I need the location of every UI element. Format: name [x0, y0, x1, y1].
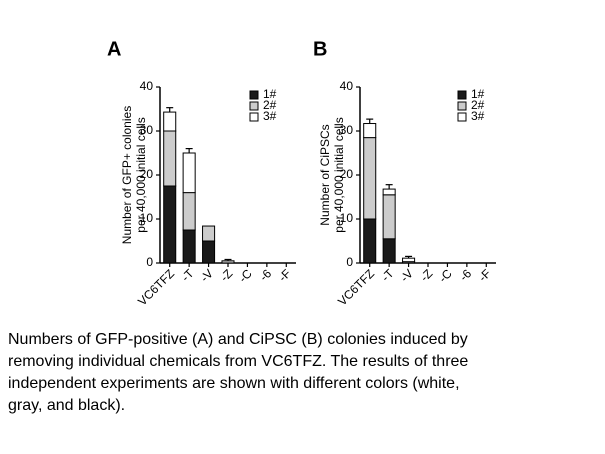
- bar-segment: [382, 188, 396, 196]
- bar-segment: [182, 152, 196, 194]
- bar-segment: [182, 192, 196, 231]
- y-axis-title: Number of GFP+ colonies: [120, 106, 134, 244]
- legend-label: 2#: [471, 98, 485, 112]
- y-axis-title: per 40,000 initial cells: [332, 117, 346, 232]
- legend-swatch: [457, 101, 467, 111]
- bar-segment: [221, 260, 235, 264]
- x-tick-label: -T: [379, 266, 397, 284]
- x-tick-label: VC6TFZ: [135, 266, 177, 308]
- x-tick-label: -6: [457, 266, 475, 284]
- y-tick-label: 0: [346, 255, 353, 269]
- legend-label: 3#: [471, 109, 485, 123]
- y-tick-label: 40: [340, 79, 354, 93]
- x-tick-label: -F: [276, 266, 294, 284]
- x-tick-label: -C: [436, 266, 455, 285]
- y-tick-label: 20: [140, 167, 154, 181]
- legend-swatch: [249, 90, 259, 100]
- y-tick-label: 0: [146, 255, 153, 269]
- y-axis-title: per 40,000 initial cells: [134, 117, 148, 232]
- caption-line: independent experiments are shown with d…: [8, 375, 460, 392]
- bar-segment: [382, 194, 396, 240]
- bar-segment: [402, 257, 416, 263]
- bar-segment: [202, 225, 216, 242]
- y-tick-label: 10: [140, 211, 154, 225]
- bar-segment: [163, 185, 177, 264]
- x-tick-label: -F: [476, 266, 494, 284]
- bar-segment: [163, 130, 177, 187]
- x-tick-label: -C: [236, 266, 255, 285]
- caption-line: gray, and black).: [8, 397, 125, 414]
- bar-segment: [163, 111, 177, 132]
- legend-label: 1#: [471, 87, 485, 101]
- y-axis-title: Number of CiPSCs: [318, 124, 332, 225]
- bar-segment: [363, 137, 377, 220]
- x-tick-label: -T: [179, 266, 197, 284]
- legend-label: 3#: [263, 109, 277, 123]
- x-tick-label: -V: [398, 266, 416, 284]
- bar-segment: [382, 238, 396, 264]
- legend-swatch: [249, 101, 259, 111]
- legend-swatch: [249, 112, 259, 122]
- legend-swatch: [457, 112, 467, 122]
- bar-segment: [182, 229, 196, 264]
- x-tick-label: -V: [198, 266, 216, 284]
- y-tick-label: 40: [140, 79, 154, 93]
- y-tick-label: 30: [140, 123, 154, 137]
- x-tick-label: VC6TFZ: [335, 266, 377, 308]
- y-tick-label: 30: [340, 123, 354, 137]
- x-tick-label: -Z: [217, 266, 235, 284]
- panel-label: A: [107, 38, 121, 60]
- caption-line: Numbers of GFP-positive (A) and CiPSC (B…: [8, 331, 468, 348]
- legend-swatch: [457, 90, 467, 100]
- x-tick-label: -Z: [417, 266, 435, 284]
- panel-label: B: [313, 38, 327, 60]
- legend-label: 2#: [263, 98, 277, 112]
- y-tick-label: 20: [340, 167, 354, 181]
- y-tick-label: 10: [340, 211, 354, 225]
- bar-segment: [202, 240, 216, 264]
- caption-line: removing individual chemicals from VC6TF…: [8, 353, 468, 370]
- bar-segment: [363, 218, 377, 264]
- legend-label: 1#: [263, 87, 277, 101]
- x-tick-label: -6: [257, 266, 275, 284]
- bar-segment: [363, 123, 377, 139]
